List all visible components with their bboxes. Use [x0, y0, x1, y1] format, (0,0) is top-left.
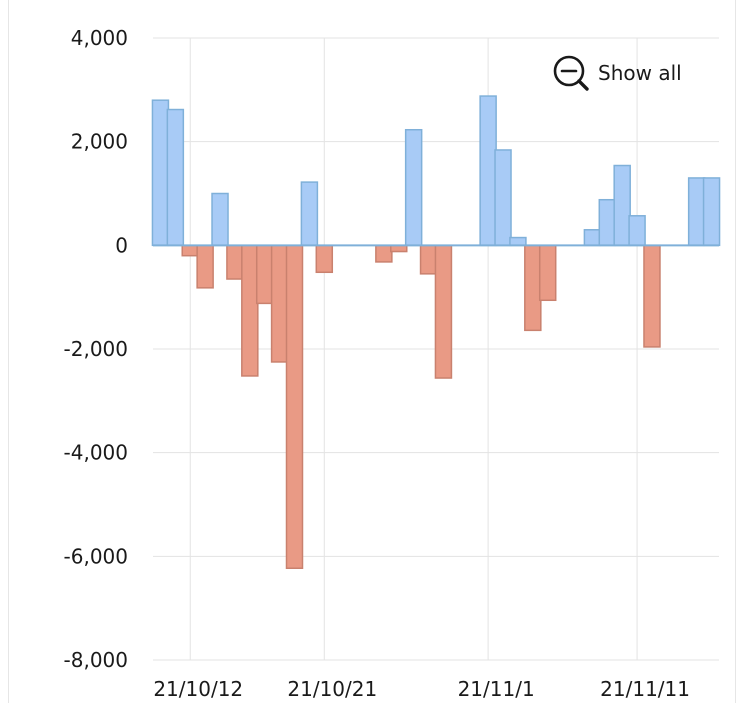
bar-positive[interactable]	[166, 108, 185, 247]
bar-negative[interactable]	[643, 244, 661, 348]
y-tick-label: -4,000	[64, 441, 128, 465]
bar-negative[interactable]	[270, 244, 289, 363]
bar-positive[interactable]	[211, 192, 229, 247]
bar-negative[interactable]	[375, 244, 393, 263]
y-tick-label: -2,000	[64, 337, 128, 361]
x-tick-label: 21/10/21	[287, 677, 377, 701]
bar-negative[interactable]	[196, 244, 214, 289]
bar-positive[interactable]	[494, 149, 512, 247]
tick-label-layer: 4,000 2,000 0 -2,000 -4,000 -6,000 -8,000 21/10…	[64, 26, 690, 701]
x-tick-label: 21/11/11	[600, 677, 690, 701]
bar-negative[interactable]	[181, 244, 199, 257]
x-tick-label: 21/10/12	[153, 677, 243, 701]
bar-negative[interactable]	[241, 244, 259, 377]
x-tick-label: 21/11/1	[458, 677, 535, 701]
bar-negative[interactable]	[434, 244, 453, 379]
y-tick-label: 4,000	[71, 26, 128, 50]
bar-positive[interactable]	[687, 177, 706, 247]
bar-positive[interactable]	[300, 181, 319, 247]
bar-positive[interactable]	[151, 99, 170, 247]
bar-negative[interactable]	[419, 244, 438, 275]
bar-positive[interactable]	[583, 229, 602, 247]
y-tick-label: 0	[115, 233, 128, 257]
bar-positive[interactable]	[509, 236, 527, 247]
y-tick-label: 2,000	[71, 130, 128, 154]
zoom-out-icon	[553, 55, 589, 91]
bar-negative[interactable]	[285, 244, 304, 570]
show-all-button[interactable]: Show all	[552, 54, 682, 92]
bar-negative[interactable]	[315, 244, 334, 274]
bar-positive[interactable]	[598, 198, 617, 247]
y-tick-label: -8,000	[64, 648, 128, 672]
y-tick-label: -6,000	[64, 544, 128, 568]
bar-negative[interactable]	[538, 244, 557, 302]
bar-positive[interactable]	[702, 177, 721, 247]
bar-positive[interactable]	[479, 95, 497, 247]
bar-positive[interactable]	[404, 128, 423, 247]
bar-negative[interactable]	[255, 244, 274, 305]
bar-positive[interactable]	[613, 164, 631, 247]
chart-frame	[8, 0, 736, 703]
bar-negative[interactable]	[524, 244, 542, 332]
bar-positive[interactable]	[628, 215, 646, 247]
bar-layer	[151, 95, 721, 570]
bar-negative[interactable]	[226, 244, 244, 280]
show-all-label: Show all	[598, 61, 682, 85]
